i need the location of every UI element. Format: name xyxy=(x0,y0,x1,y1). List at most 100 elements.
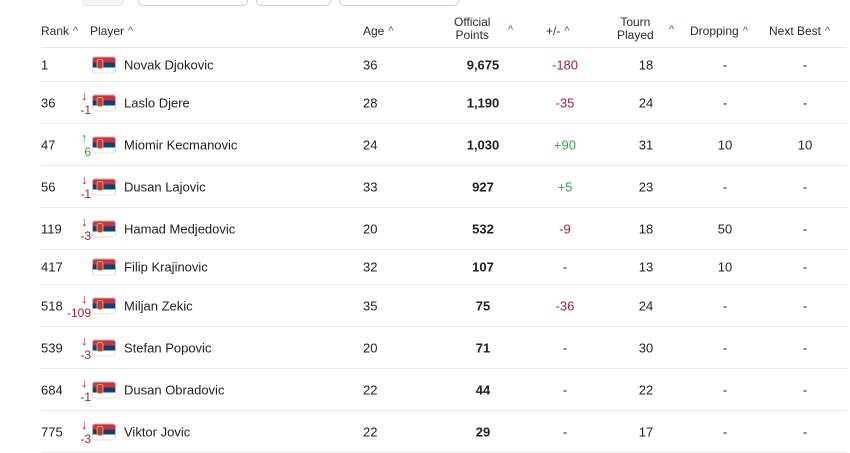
arrow-down-icon: ↓ xyxy=(81,171,88,187)
tourn-played-value: 22 xyxy=(638,382,654,397)
chevron-up-icon: ^ xyxy=(128,25,134,37)
header-tourn-played[interactable]: Tourn Played xyxy=(617,16,654,42)
rank-change: -1 xyxy=(80,102,91,117)
player-name-link[interactable]: Viktor Jovic xyxy=(124,424,191,439)
player-name-link[interactable]: Stefan Popovic xyxy=(124,340,212,355)
player-name-link[interactable]: Dusan Lajovic xyxy=(124,179,206,194)
rank-movement xyxy=(78,48,92,81)
rank-value: 119 xyxy=(41,221,62,236)
rank-movement: ↓ -1 xyxy=(78,369,92,410)
points-value: 927 xyxy=(472,179,494,194)
header-plus-minus[interactable]: +/- ^ xyxy=(546,24,570,38)
player-name-link[interactable]: Laslo Djere xyxy=(124,95,190,110)
age-value: 33 xyxy=(363,179,378,194)
points-value: 71 xyxy=(475,340,491,355)
points-value: 44 xyxy=(475,382,491,397)
dropping-value: - xyxy=(722,298,728,313)
header-age-label: Age xyxy=(363,24,385,38)
tourn-played-value: 31 xyxy=(638,137,654,152)
arrow-down-icon: ↓ xyxy=(81,416,88,432)
arrow-down-icon: ↓ xyxy=(81,290,88,306)
dropping-value: - xyxy=(722,179,728,194)
player-name-link[interactable]: Dusan Obradovic xyxy=(124,382,225,397)
serbia-flag-icon xyxy=(92,56,116,73)
header-plus-minus-label: +/- xyxy=(546,24,561,38)
plus-minus-value: -36 xyxy=(555,298,575,313)
rank-change: 6 xyxy=(84,144,91,159)
arrow-up-icon: ↑ xyxy=(81,129,88,145)
serbia-flag-icon xyxy=(92,258,116,276)
table-header: Rank ^ Player ^ Age ^ Official Points ^ … xyxy=(41,14,847,48)
table-row: 1 Novak Djokovic 36 9,675 -180 18 - - xyxy=(41,48,847,82)
player-name-link[interactable]: Miljan Zekic xyxy=(124,298,193,313)
rank-change: -3 xyxy=(80,228,91,243)
rank-change: -1 xyxy=(80,186,91,201)
rank-change: -1 xyxy=(80,389,91,404)
table-row: 539 ↓ -3 Stefan Popovic 20 71 - 30 - - xyxy=(41,327,847,369)
next-best-value: - xyxy=(802,259,808,275)
chevron-up-icon: ^ xyxy=(825,25,831,37)
plus-minus-value: -180 xyxy=(551,57,579,72)
dropping-value: - xyxy=(722,95,728,110)
chevron-up-icon[interactable]: ^ xyxy=(508,24,514,36)
header-dropping[interactable]: Dropping ^ xyxy=(690,24,748,38)
chevron-up-icon[interactable]: ^ xyxy=(669,24,675,36)
age-value: 22 xyxy=(363,382,378,397)
next-best-value: - xyxy=(802,179,808,194)
tourn-played-value: 13 xyxy=(638,259,654,275)
rank-value: 36 xyxy=(41,95,56,110)
filter-dropdown[interactable] xyxy=(138,0,248,6)
header-tourn-label-2: Played xyxy=(617,28,654,42)
dropping-value: 50 xyxy=(717,221,733,236)
age-value: 22 xyxy=(363,424,378,439)
arrow-down-icon: ↓ xyxy=(81,213,88,229)
dropping-value: - xyxy=(722,340,728,355)
age-value: 35 xyxy=(363,298,378,313)
next-best-value: - xyxy=(802,298,808,313)
rank-value: 1 xyxy=(41,57,49,72)
player-name-link[interactable]: Novak Djokovic xyxy=(124,57,214,72)
arrow-down-icon: ↓ xyxy=(81,332,88,348)
rank-value: 518 xyxy=(41,298,63,313)
rankings-table: Rank ^ Player ^ Age ^ Official Points ^ … xyxy=(41,14,847,453)
arrow-down-icon: ↓ xyxy=(81,87,88,103)
header-next-best-label: Next Best xyxy=(769,24,822,38)
next-best-value: - xyxy=(802,57,808,72)
header-rank[interactable]: Rank ^ xyxy=(41,24,78,38)
rank-movement: ↓ -3 xyxy=(78,208,92,249)
filter-dropdown[interactable] xyxy=(256,0,331,6)
chevron-up-icon: ^ xyxy=(742,25,748,37)
table-row: 417 Filip Krajinovic 32 107 - 13 10 - xyxy=(41,250,847,285)
player-name-link[interactable]: Hamad Medjedovic xyxy=(124,221,236,236)
table-row: 36 ↓ -1 Laslo Djere 28 1,190 -35 24 - - xyxy=(41,82,847,124)
dropping-value: - xyxy=(722,382,728,397)
serbia-flag-icon xyxy=(92,220,116,237)
points-value: 532 xyxy=(472,221,494,236)
next-best-value: - xyxy=(802,382,808,397)
arrow-down-icon: ↓ xyxy=(81,374,88,390)
header-player[interactable]: Player ^ xyxy=(90,24,133,38)
serbia-flag-icon xyxy=(92,94,116,111)
rank-movement: ↓ -1 xyxy=(78,82,92,123)
rank-value: 684 xyxy=(41,382,63,397)
dropping-value: 10 xyxy=(717,137,733,152)
player-name-link[interactable]: Filip Krajinovic xyxy=(124,259,208,275)
header-points-label-2: Points xyxy=(455,28,489,42)
table-body: 1 Novak Djokovic 36 9,675 -180 18- -36 ↓ -1 Laslo… xyxy=(41,48,847,453)
filter-dropdown[interactable] xyxy=(339,0,459,6)
next-best-value: 10 xyxy=(797,137,813,152)
filter-pill[interactable] xyxy=(82,0,124,6)
next-best-value: - xyxy=(802,424,808,439)
header-tourn-label-1: Tourn xyxy=(620,15,651,29)
rank-value: 417 xyxy=(41,259,63,275)
rank-change: -3 xyxy=(80,431,91,446)
plus-minus-value: - xyxy=(562,382,568,397)
player-name-link[interactable]: Miomir Kecmanovic xyxy=(124,137,238,152)
header-next-best[interactable]: Next Best ^ xyxy=(769,24,830,38)
tourn-played-value: 24 xyxy=(638,298,654,313)
serbia-flag-icon xyxy=(92,136,116,153)
age-value: 32 xyxy=(363,259,378,275)
table-row: 775 ↓ -3 Viktor Jovic 22 29 - 17 - - xyxy=(41,411,847,453)
header-points[interactable]: Official Points xyxy=(454,16,490,42)
header-age[interactable]: Age ^ xyxy=(363,24,394,38)
